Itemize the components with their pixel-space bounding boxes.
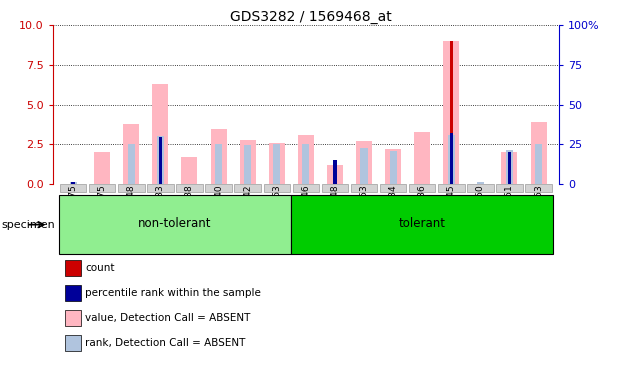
Bar — [124, 124, 139, 184]
Bar — [356, 141, 372, 184]
FancyBboxPatch shape — [235, 184, 261, 192]
Text: GSM124838: GSM124838 — [185, 185, 194, 240]
Text: non-tolerant: non-tolerant — [138, 217, 212, 230]
Bar — [211, 129, 227, 184]
FancyBboxPatch shape — [147, 184, 174, 192]
FancyBboxPatch shape — [351, 184, 377, 192]
FancyBboxPatch shape — [263, 184, 290, 192]
Bar — [215, 144, 222, 184]
Text: specimen: specimen — [1, 220, 55, 230]
Bar — [157, 136, 164, 184]
Bar — [94, 152, 111, 184]
Bar — [535, 144, 542, 184]
Bar — [501, 152, 517, 184]
Bar — [298, 135, 314, 184]
Bar — [158, 137, 162, 184]
Bar — [450, 41, 453, 184]
Text: GSM124575: GSM124575 — [69, 185, 78, 240]
Bar — [477, 182, 484, 184]
Bar — [327, 165, 343, 184]
Bar — [508, 152, 511, 184]
Text: GSM124845: GSM124845 — [446, 185, 456, 239]
FancyBboxPatch shape — [206, 184, 232, 192]
Text: GSM124840: GSM124840 — [214, 185, 223, 239]
FancyBboxPatch shape — [292, 184, 319, 192]
FancyBboxPatch shape — [60, 184, 86, 192]
Bar — [333, 165, 337, 184]
Text: GSM124834: GSM124834 — [389, 185, 397, 239]
Bar — [128, 144, 135, 184]
Text: GSM124748: GSM124748 — [127, 185, 136, 239]
FancyBboxPatch shape — [438, 184, 465, 192]
Text: GSM124836: GSM124836 — [418, 185, 427, 240]
Text: GSM124753: GSM124753 — [360, 185, 368, 240]
Text: tolerant: tolerant — [399, 217, 446, 230]
Text: GSM124646: GSM124646 — [301, 185, 310, 239]
Text: value, Detection Call = ABSENT: value, Detection Call = ABSENT — [85, 313, 250, 323]
Bar — [273, 144, 280, 184]
Bar — [181, 157, 197, 184]
FancyBboxPatch shape — [89, 184, 116, 192]
Text: GSM124853: GSM124853 — [534, 185, 543, 240]
Bar — [240, 140, 256, 184]
Text: rank, Detection Call = ABSENT: rank, Detection Call = ABSENT — [85, 338, 245, 348]
Text: GDS3282 / 1569468_at: GDS3282 / 1569468_at — [230, 10, 391, 23]
Bar — [70, 182, 77, 184]
Bar — [389, 151, 397, 184]
Bar — [414, 132, 430, 184]
Bar — [269, 143, 285, 184]
Bar — [385, 149, 401, 184]
FancyBboxPatch shape — [58, 195, 291, 254]
Text: GSM124675: GSM124675 — [97, 185, 107, 240]
Text: GSM124850: GSM124850 — [476, 185, 485, 240]
FancyBboxPatch shape — [496, 184, 523, 192]
FancyBboxPatch shape — [380, 184, 406, 192]
Text: GSM124851: GSM124851 — [505, 185, 514, 240]
Text: GSM124842: GSM124842 — [243, 185, 252, 239]
Text: GSM124863: GSM124863 — [272, 185, 281, 240]
FancyBboxPatch shape — [291, 195, 553, 254]
Bar — [450, 133, 453, 184]
Text: percentile rank within the sample: percentile rank within the sample — [85, 288, 261, 298]
Bar — [530, 122, 546, 184]
FancyBboxPatch shape — [409, 184, 435, 192]
Bar — [302, 144, 309, 184]
FancyBboxPatch shape — [118, 184, 145, 192]
Bar — [71, 182, 75, 184]
Bar — [244, 145, 252, 184]
FancyBboxPatch shape — [176, 184, 202, 192]
Bar — [360, 148, 368, 184]
Text: GSM124648: GSM124648 — [330, 185, 340, 239]
Bar — [443, 41, 460, 184]
Text: count: count — [85, 263, 115, 273]
FancyBboxPatch shape — [322, 184, 348, 192]
FancyBboxPatch shape — [525, 184, 552, 192]
FancyBboxPatch shape — [467, 184, 494, 192]
Bar — [448, 135, 455, 184]
Text: GSM124833: GSM124833 — [156, 185, 165, 240]
Bar — [152, 84, 168, 184]
Bar — [506, 150, 513, 184]
Bar — [333, 161, 337, 184]
